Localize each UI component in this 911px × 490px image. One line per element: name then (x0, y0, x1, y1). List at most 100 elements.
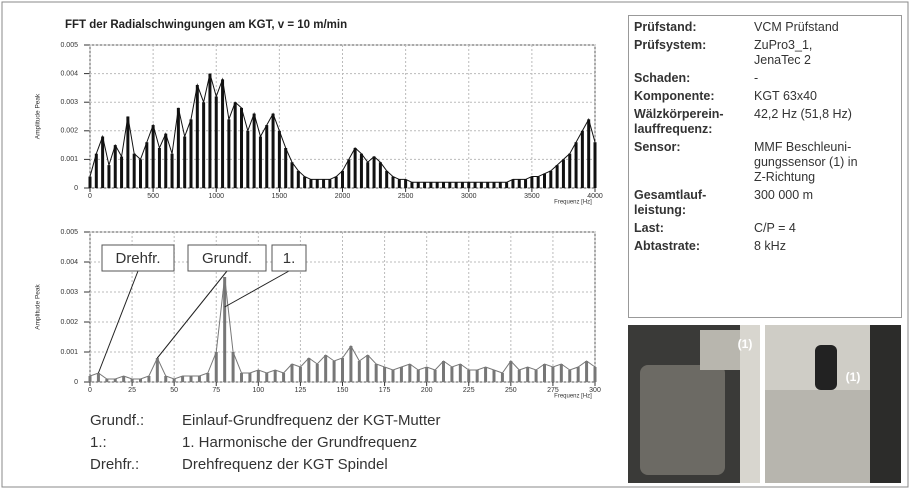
y-tick-label: 0.003 (60, 99, 78, 106)
x-tick-label: 150 (337, 387, 349, 394)
info-value: MMF Beschleuni- gungssensor (1) in Z-Ric… (754, 140, 858, 184)
info-value: - (754, 71, 759, 85)
x-tick-label: 0 (88, 193, 92, 200)
info-value: KGT 63x40 (754, 89, 818, 103)
x-tick-label: 175 (379, 387, 391, 394)
annotation-box (271, 244, 307, 272)
photo-part (765, 390, 870, 483)
y-tick-label: 0.001 (60, 349, 78, 356)
y-tick-label: 0.004 (60, 70, 78, 77)
x-tick-label: 500 (147, 193, 159, 200)
spectrum-line (89, 276, 596, 380)
x-tick-label: 2000 (335, 193, 351, 200)
x-axis-label: Frequenz [Hz] (554, 394, 592, 400)
legend: Grundf.: Einlauf-Grundfrequenz der KGT-Mu… (90, 410, 440, 476)
info-row: Prüfsystem: ZuPro3_1, JenaTec 2 (634, 38, 896, 68)
legend-row: Drehfr.: Drehfrequenz der KGT Spindel (90, 454, 440, 476)
x-tick-label: 300 (589, 387, 601, 394)
info-key: Abtastrate: (634, 239, 700, 253)
info-value: C/P = 4 (754, 221, 796, 235)
legend-row: 1.: 1. Harmonische der Grundfrequenz (90, 432, 440, 454)
photo-part (640, 365, 725, 475)
info-key: Gesamtlauf- leistung: (634, 188, 707, 217)
x-tick-label: 225 (463, 387, 475, 394)
y-tick-label: 0.005 (60, 229, 78, 236)
info-table: Prüfstand: VCM Prüfstand Prüfsystem: ZuPro3… (628, 15, 902, 318)
legend-text: 1. Harmonische der Grundfrequenz (182, 434, 418, 451)
annotation-arrow (224, 270, 290, 308)
legend-row: Grundf.: Einlauf-Grundfrequenz der KGT-Mu… (90, 410, 440, 432)
info-key: Schaden: (634, 71, 691, 85)
photos (628, 325, 901, 483)
annotation-text: Drehfr. (115, 250, 160, 267)
y-axis-label: Amplitude Peak (35, 283, 42, 329)
annotation-text: Grundf. (202, 250, 252, 267)
annotation-box (187, 244, 267, 272)
info-value: VCM Prüfstand (754, 20, 839, 34)
info-row: Abtastrate: 8 kHz (634, 239, 896, 254)
info-value: ZuPro3_1, JenaTec 2 (754, 38, 813, 67)
plot-area (89, 44, 596, 189)
y-tick-label: 0.001 (60, 156, 78, 163)
photo-part (700, 330, 740, 370)
x-tick-label: 3500 (524, 193, 540, 200)
x-tick-label: 25 (128, 387, 136, 394)
x-tick-label: 4000 (587, 193, 603, 200)
info-row: Gesamtlauf- leistung: 300 000 m (634, 188, 896, 218)
photo-part (740, 325, 760, 483)
y-tick-label: 0 (74, 379, 78, 386)
info-key: Prüfsystem: (634, 38, 707, 52)
x-tick-label: 0 (88, 387, 92, 394)
y-tick-label: 0.002 (60, 319, 78, 326)
annotation-box (101, 244, 175, 272)
info-row: Wälzkörperein- lauffrequenz: 42,2 Hz (51,… (634, 107, 896, 137)
x-tick-label: 100 (252, 387, 264, 394)
spectrum-line (89, 73, 596, 183)
y-tick-label: 0.005 (60, 42, 78, 49)
photo-part (870, 325, 901, 483)
info-key: Komponente: (634, 89, 715, 103)
legend-key: Drehfr.: (90, 456, 140, 473)
y-tick-label: 0 (74, 185, 78, 192)
info-key: Wälzkörperein- lauffrequenz: (634, 107, 724, 136)
photo-part (815, 345, 837, 390)
x-tick-label: 1000 (208, 193, 224, 200)
x-tick-label: 1500 (272, 193, 288, 200)
info-key: Last: (634, 221, 664, 235)
legend-text: Einlauf-Grundfrequenz der KGT-Mutter (182, 412, 441, 429)
annotation-arrow (97, 270, 139, 374)
annotation-text: 1. (283, 250, 296, 267)
y-tick-label: 0.003 (60, 289, 78, 296)
info-row: Prüfstand: VCM Prüfstand (634, 20, 896, 35)
y-tick-label: 0.002 (60, 128, 78, 135)
x-tick-label: 2500 (398, 193, 414, 200)
x-tick-label: 200 (421, 387, 433, 394)
x-tick-label: 250 (505, 387, 517, 394)
x-tick-label: 125 (295, 387, 307, 394)
info-row: Schaden: - (634, 71, 896, 86)
photo-label: (1) (846, 370, 861, 384)
info-key: Sensor: (634, 140, 681, 154)
info-row: Last: C/P = 4 (634, 221, 896, 236)
legend-text: Drehfrequenz der KGT Spindel (182, 456, 388, 473)
photo-label: (1) (738, 337, 753, 351)
x-tick-label: 75 (212, 387, 220, 394)
legend-key: Grundf.: (90, 412, 145, 429)
legend-key: 1.: (90, 434, 107, 451)
info-value: 42,2 Hz (51,8 Hz) (754, 107, 852, 121)
x-tick-label: 50 (170, 387, 178, 394)
info-value: 8 kHz (754, 239, 786, 253)
y-tick-label: 0.004 (60, 259, 78, 266)
info-value: 300 000 m (754, 188, 814, 202)
x-tick-label: 275 (547, 387, 559, 394)
chart-title: FFT der Radialschwingungen am KGT, v = 1… (65, 19, 347, 31)
x-tick-label: 3000 (461, 193, 477, 200)
annotation-arrow (156, 270, 228, 359)
info-key: Prüfstand: (634, 20, 697, 34)
info-row: Komponente: KGT 63x40 (634, 89, 896, 104)
info-row: Sensor: MMF Beschleuni- gungssensor (1) i… (634, 140, 896, 185)
y-axis-label: Amplitude Peak (35, 93, 42, 139)
x-axis-label: Frequenz [Hz] (554, 200, 592, 206)
